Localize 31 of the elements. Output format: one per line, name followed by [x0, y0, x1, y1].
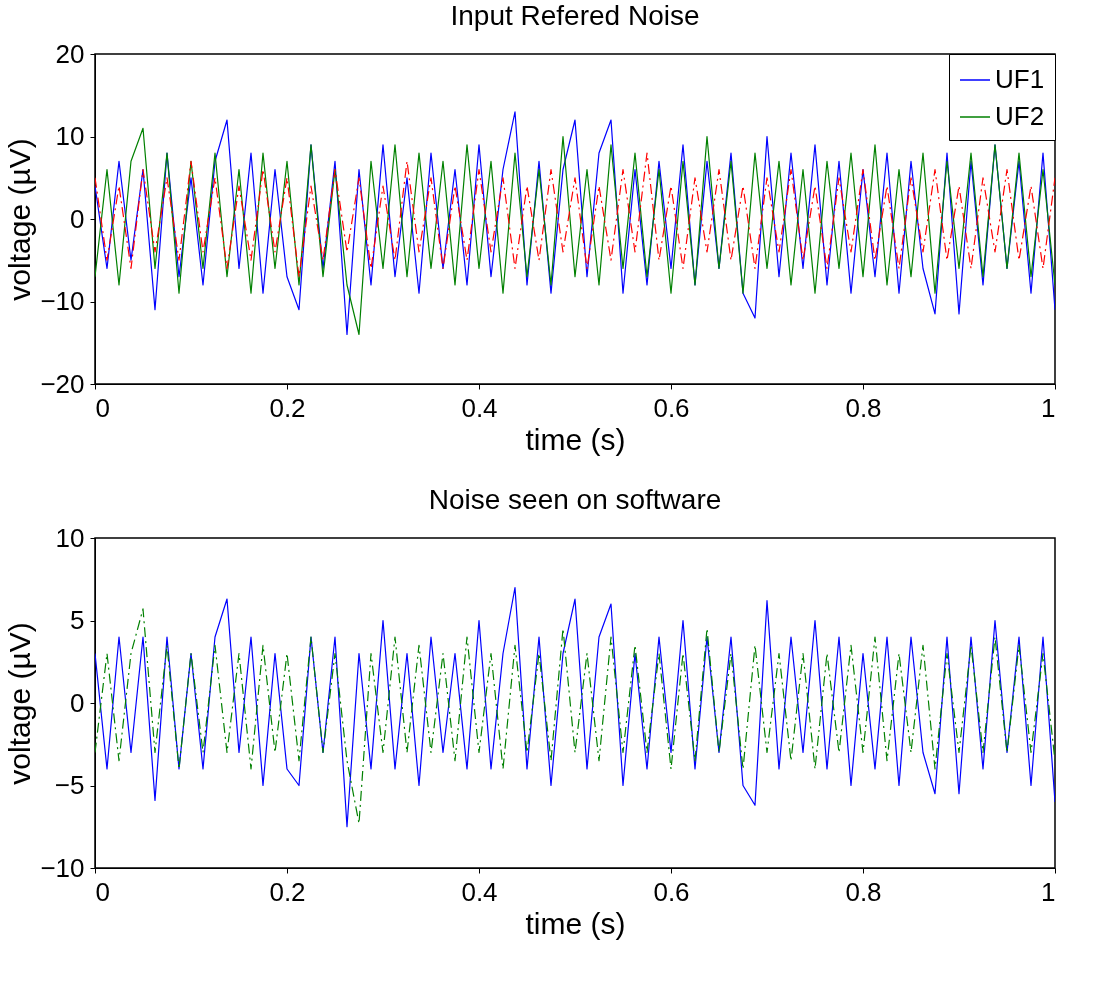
y-tick-label: −10: [40, 852, 85, 883]
y-tick-label: 5: [70, 605, 85, 635]
y-tick-label: 10: [55, 522, 85, 553]
x-tick-label: 0.2: [269, 876, 306, 907]
y-tick-label: −20: [40, 368, 85, 399]
y-tick-label: 0: [70, 203, 85, 234]
chart-title: Noise seen on software: [428, 484, 722, 515]
x-tick-label: 0: [95, 392, 110, 423]
x-tick-label: 0.4: [461, 392, 498, 423]
x-tick-label: 1: [1041, 876, 1056, 907]
legend-label: UF1: [995, 64, 1045, 94]
x-tick-label: 0.8: [845, 392, 882, 423]
chart-title: Input Refered Noise: [450, 0, 700, 31]
y-tick-label: 0: [70, 687, 85, 718]
y-tick-label: −10: [40, 286, 85, 316]
x-tick-label: 0.6: [653, 876, 690, 907]
x-tick-label: 0.6: [653, 392, 690, 423]
x-tick-label: 0: [95, 876, 110, 907]
line-series: [95, 152, 1055, 278]
x-tick-label: 0.8: [845, 876, 882, 907]
y-tick-label: −5: [54, 770, 85, 800]
legend-label: UF2: [995, 101, 1045, 131]
y-axis-title: voltage (µV): [3, 138, 37, 301]
x-tick-label: 0.4: [461, 876, 498, 907]
y-tick-label: 10: [55, 121, 85, 151]
x-axis-title: time (s): [525, 906, 626, 940]
y-axis-title: voltage (µV): [3, 622, 37, 785]
x-tick-label: 1: [1041, 392, 1056, 423]
y-tick-label: 20: [55, 38, 85, 69]
x-axis-title: time (s): [525, 422, 626, 456]
x-tick-label: 0.2: [269, 392, 306, 423]
